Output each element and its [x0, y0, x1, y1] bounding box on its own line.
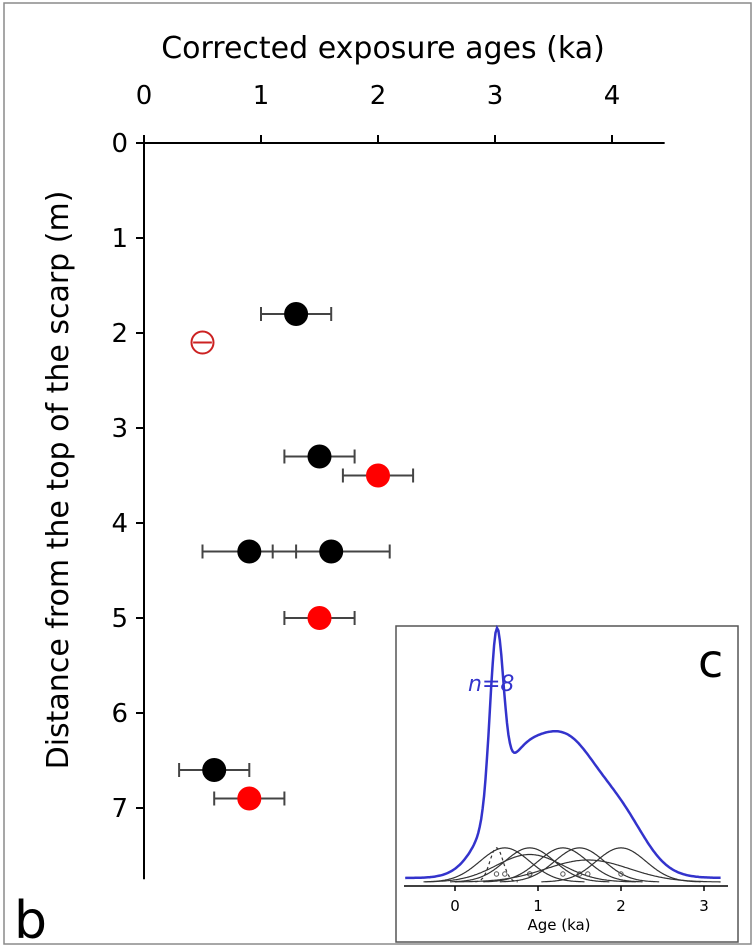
- inset-component-curve: [450, 847, 610, 883]
- y-tick-label: 4: [111, 509, 128, 539]
- y-axis-title: Distance from the top of the scarp (m): [41, 191, 76, 770]
- inset-axes: 0 1 2 3: [404, 885, 728, 915]
- y-tick-label: 5: [111, 604, 128, 634]
- y-tick-label: 3: [111, 414, 128, 444]
- inset-sample-marker: [493, 871, 500, 877]
- inset-x-tick-label: 1: [533, 897, 543, 915]
- data-point: [202, 758, 227, 782]
- data-point: [366, 463, 390, 488]
- inset-component-curve: [541, 847, 701, 883]
- data-point: [237, 539, 262, 564]
- main-data-points: [178, 302, 415, 811]
- inset-sample-marker: [502, 871, 508, 877]
- y-tick-label: 6: [111, 699, 128, 729]
- y-tick-label: 1: [111, 224, 128, 254]
- inset-x-axis-title: Age (ka): [527, 916, 590, 934]
- inset-sample-marker: [585, 871, 591, 877]
- data-point: [237, 786, 262, 811]
- inset-sample-marker: [618, 871, 624, 877]
- inset-component-curve: [423, 853, 636, 883]
- inset-summed-curve: [405, 624, 721, 880]
- inset-sample-marker: [576, 871, 583, 877]
- x-tick-label: 0: [136, 81, 153, 111]
- data-point: [307, 606, 332, 630]
- inset-component-curve: [425, 847, 585, 883]
- main-axes: 0 1 2 3 4 0 1 2 3 4 5 6 7: [111, 81, 665, 880]
- inset-component-curve: [499, 847, 660, 883]
- x-axis-title: Corrected exposure ages (ka): [161, 31, 605, 66]
- data-point: [284, 302, 309, 326]
- inset-component-curve: [455, 859, 721, 883]
- y-tick-label: 7: [111, 794, 128, 824]
- panel-label-b: b: [14, 891, 47, 949]
- panel-label-c: c: [698, 634, 723, 688]
- x-tick-label: 3: [487, 81, 504, 111]
- x-tick-label: 4: [604, 81, 621, 111]
- inset-x-tick-label: 0: [450, 897, 460, 915]
- main-chart: Corrected exposure ages (ka) Distance fr…: [41, 31, 665, 880]
- x-tick-label: 2: [370, 81, 387, 111]
- y-tick-label: 2: [111, 319, 128, 349]
- inset-sample-marker: [560, 871, 566, 877]
- inset-component-curve: [475, 847, 518, 883]
- data-point: [319, 539, 344, 564]
- inset-x-tick-label: 2: [616, 897, 626, 915]
- inset-frame: [395, 625, 739, 943]
- data-point: [307, 444, 332, 469]
- inset-x-tick-label: 3: [699, 897, 709, 915]
- inset-curves: [405, 624, 721, 883]
- y-tick-label: 0: [111, 129, 128, 159]
- x-tick-label: 1: [253, 81, 270, 111]
